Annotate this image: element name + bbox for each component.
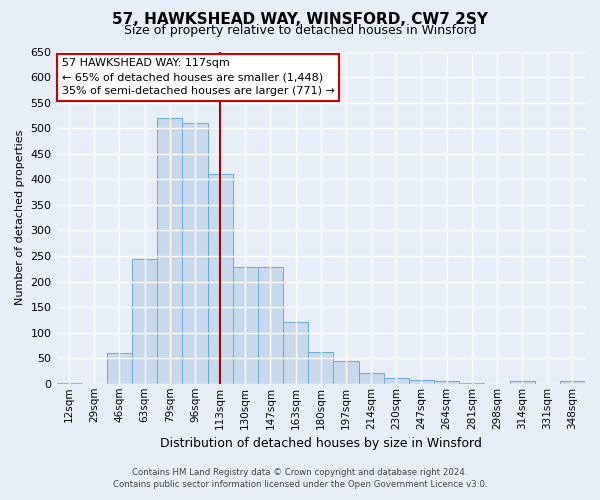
Bar	[334, 362, 359, 384]
Text: Contains HM Land Registry data © Crown copyright and database right 2024.
Contai: Contains HM Land Registry data © Crown c…	[113, 468, 487, 489]
X-axis label: Distribution of detached houses by size in Winsford: Distribution of detached houses by size …	[160, 437, 482, 450]
Bar	[56, 382, 82, 384]
Bar	[383, 378, 409, 384]
Text: Size of property relative to detached houses in Winsford: Size of property relative to detached ho…	[124, 24, 476, 37]
Bar	[560, 381, 585, 384]
Bar	[233, 267, 258, 384]
Bar	[409, 380, 434, 384]
Bar	[208, 174, 233, 384]
Bar	[107, 353, 132, 384]
Bar	[509, 381, 535, 384]
Bar	[359, 372, 383, 384]
Bar	[434, 381, 459, 384]
Bar	[308, 352, 334, 384]
Bar	[157, 118, 182, 384]
Text: 57 HAWKSHEAD WAY: 117sqm
← 65% of detached houses are smaller (1,448)
35% of sem: 57 HAWKSHEAD WAY: 117sqm ← 65% of detach…	[62, 58, 335, 96]
Text: 57, HAWKSHEAD WAY, WINSFORD, CW7 2SY: 57, HAWKSHEAD WAY, WINSFORD, CW7 2SY	[112, 12, 488, 26]
Y-axis label: Number of detached properties: Number of detached properties	[15, 130, 25, 306]
Bar	[258, 267, 283, 384]
Bar	[182, 123, 208, 384]
Bar	[283, 322, 308, 384]
Bar	[132, 258, 157, 384]
Bar	[459, 382, 484, 384]
